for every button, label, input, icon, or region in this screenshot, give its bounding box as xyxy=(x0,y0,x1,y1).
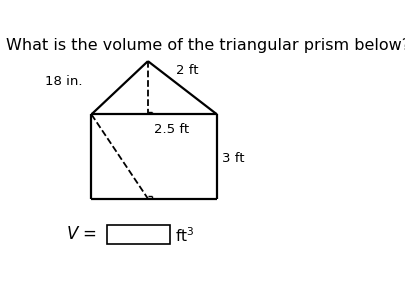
Text: 2.5 ft: 2.5 ft xyxy=(154,124,189,137)
Text: 2 ft: 2 ft xyxy=(176,64,199,77)
Text: 3 ft: 3 ft xyxy=(222,152,244,165)
Text: What is the volume of the triangular prism below?: What is the volume of the triangular pri… xyxy=(6,38,405,53)
Text: 18 in.: 18 in. xyxy=(45,75,82,88)
Text: ft$^3$: ft$^3$ xyxy=(175,226,194,245)
Text: $V$ =: $V$ = xyxy=(66,225,97,243)
Bar xyxy=(107,225,170,244)
